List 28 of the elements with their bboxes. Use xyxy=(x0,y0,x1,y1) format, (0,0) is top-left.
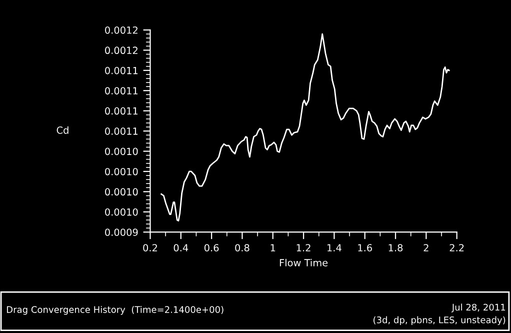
x-tick-label: 2.2 xyxy=(450,244,464,252)
x-tick-label: 2 xyxy=(424,244,428,252)
x-tick-label: 1.6 xyxy=(358,244,372,252)
x-axis-title: Flow Time xyxy=(280,258,328,266)
x-tick-label: 1.4 xyxy=(328,244,342,252)
x-tick-label: 0.6 xyxy=(204,244,219,252)
x-tick-label: 0.8 xyxy=(235,244,250,252)
y-axis-title: Cd xyxy=(56,126,68,134)
x-tick-label: 1.2 xyxy=(296,244,310,252)
text: Drag Convergence History (Time=2.1400e+00) xyxy=(7,306,224,315)
x-tick-label: 1.8 xyxy=(388,244,403,252)
y-tick-label: 0.0011 xyxy=(105,66,138,74)
x-tick-label: 0.4 xyxy=(174,244,188,252)
y-tick-label: 0.0010 xyxy=(105,208,138,216)
text: (3d, dp, pbns, LES, unsteady) xyxy=(374,316,506,326)
y-tick-label: 0.0011 xyxy=(105,107,138,115)
y-tick-label: 0.0012 xyxy=(105,26,138,34)
y-tick-label: 0.0012 xyxy=(105,46,138,54)
y-tick-label: 0.0011 xyxy=(105,128,138,135)
y-tick-label: 0.0011 xyxy=(105,87,138,94)
y-tick-label: 0.0010 xyxy=(105,188,138,196)
y-tick-label: 0.0010 xyxy=(105,168,138,176)
y-tick-label: 0.0010 xyxy=(105,148,138,156)
x-tick-label: 1 xyxy=(270,244,276,252)
text: Jul 28, 2011 xyxy=(451,304,506,312)
x-tick-label: 0.2 xyxy=(143,244,157,252)
y-tick-label: 0.0009 xyxy=(105,228,138,236)
line-series xyxy=(160,33,450,222)
